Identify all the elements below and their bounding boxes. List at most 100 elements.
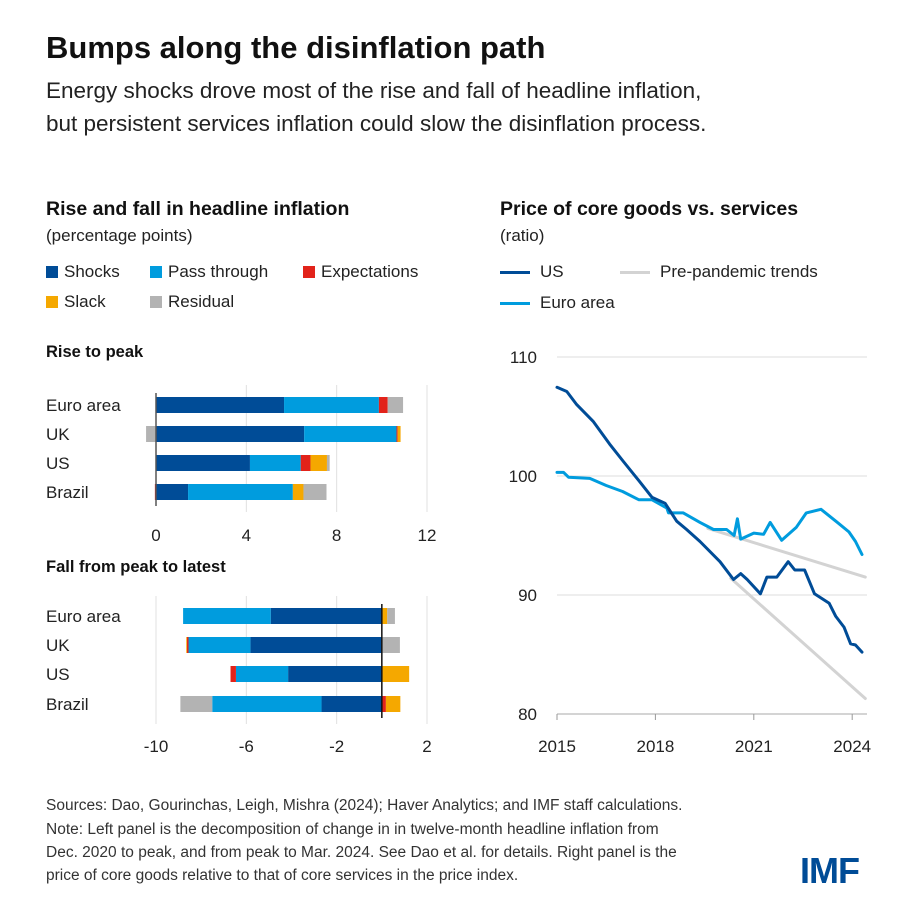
bar-segment-shocks (321, 696, 382, 712)
page-title: Bumps along the disinflation path (46, 30, 546, 65)
bar-segment-shocks (156, 455, 250, 471)
legend-label: Shocks (64, 262, 120, 281)
subtitle-line-2: but persistent services inflation could … (46, 111, 707, 136)
legend-label: Slack (64, 292, 106, 311)
imf-logo: IMF (800, 850, 860, 891)
legend-label: Expectations (321, 262, 419, 281)
legend-line (500, 301, 530, 305)
x-tick-label: -6 (239, 737, 254, 756)
bar-segment-expectations (381, 696, 386, 712)
right-panel-title: Price of core goods vs. services (500, 198, 799, 220)
bar-segment-slack (292, 484, 304, 500)
category-label: UK (46, 636, 70, 655)
legend-label: Euro area (540, 293, 615, 312)
left-panel-title: Rise and fall in headline inflation (46, 198, 350, 220)
x-tick-label: 2015 (538, 737, 576, 756)
right-panel-unit: (ratio) (500, 226, 545, 245)
x-tick-label: -10 (144, 737, 169, 756)
bar-segment-shocks (156, 426, 305, 442)
legend-residual: Residual (150, 292, 234, 312)
series-line-pre-pandemic-trends-us (729, 576, 867, 700)
bar-segment-slack (381, 608, 388, 624)
x-tick-label: -2 (329, 737, 344, 756)
legend-shocks: Shocks (46, 262, 120, 282)
bar-segment-shocks (156, 397, 285, 413)
bar-segment-pass-through (188, 484, 293, 500)
bar-segment-residual (387, 608, 395, 624)
bar-segment-residual (146, 426, 156, 442)
y-tick-label: 90 (518, 586, 537, 605)
bar-segment-slack (310, 455, 327, 471)
bar-segment-pass-through (249, 455, 301, 471)
y-tick-label: 80 (518, 705, 537, 724)
x-tick-label: 0 (151, 526, 160, 545)
bar-segment-pass-through (183, 608, 271, 624)
footer-note-1: Note: Left panel is the decomposition of… (46, 821, 659, 838)
legend-swatch (46, 266, 58, 278)
category-label: Brazil (46, 483, 89, 502)
x-tick-label: 2018 (636, 737, 674, 756)
category-label: UK (46, 425, 70, 444)
series-line-us (555, 385, 864, 654)
bar-segment-residual (326, 455, 330, 471)
x-tick-label: 2021 (735, 737, 773, 756)
y-tick-label: 100 (509, 467, 537, 486)
category-label: US (46, 454, 70, 473)
x-tick-label: 2024 (833, 737, 871, 756)
bar-segment-pass-through (188, 637, 251, 653)
legend-us: US (500, 262, 564, 282)
left-panel-unit: (percentage points) (46, 226, 193, 245)
legend-label: Residual (168, 292, 235, 311)
legend-slack: Slack (46, 292, 106, 312)
bar-segment-expectations (186, 637, 189, 653)
bar-segment-expectations (396, 426, 398, 442)
legend-label: US (540, 262, 564, 281)
x-tick-label: 2 (422, 737, 431, 756)
x-tick-label: 8 (332, 526, 341, 545)
y-tick-label: 110 (510, 348, 537, 367)
x-tick-label: 12 (418, 526, 437, 545)
footer-note-2: Dec. 2020 to peak, and from peak to Mar.… (46, 844, 677, 861)
bar-segment-pass-through (304, 426, 397, 442)
bar-segment-residual (387, 397, 404, 413)
bar-segment-shocks (156, 484, 189, 500)
bar-segment-slack (397, 426, 401, 442)
legend-swatch (303, 266, 315, 278)
bar-segment-pass-through (212, 696, 322, 712)
category-label: Brazil (46, 695, 89, 714)
rise-chart-title: Rise to peak (46, 343, 144, 361)
legend-line (620, 270, 650, 274)
series-line-euro-area (555, 470, 864, 556)
legend-pre-pandemic-trends: Pre-pandemic trends (620, 262, 818, 282)
category-label: Euro area (46, 396, 121, 415)
subtitle-line-1: Energy shocks drove most of the rise and… (46, 78, 702, 103)
legend-pass-through: Pass through (150, 262, 268, 282)
footer-sources: Sources: Dao, Gourinchas, Leigh, Mishra … (46, 797, 683, 814)
bar-segment-residual (381, 637, 400, 653)
category-label: US (46, 665, 70, 684)
legend-label: Pre-pandemic trends (660, 262, 818, 281)
legend-swatch (150, 296, 162, 308)
category-label: Euro area (46, 607, 121, 626)
bar-segment-pass-through (235, 666, 289, 682)
legend-swatch (46, 296, 58, 308)
bar-segment-slack (385, 696, 401, 712)
bar-segment-residual (303, 484, 327, 500)
bar-segment-pass-through (284, 397, 379, 413)
bar-segment-residual (180, 696, 213, 712)
bar-segment-shocks (288, 666, 382, 682)
footer-note-3: price of core goods relative to that of … (46, 867, 519, 884)
bar-segment-expectations (300, 455, 311, 471)
legend-euro-area: Euro area (500, 293, 615, 313)
bar-segment-shocks (270, 608, 382, 624)
legend-label: Pass through (168, 262, 269, 281)
fall-chart-title: Fall from peak to latest (46, 558, 226, 576)
legend-expectations: Expectations (303, 262, 418, 282)
bar-segment-slack (381, 666, 410, 682)
bar-segment-shocks (250, 637, 382, 653)
bar-segment-expectations (230, 666, 236, 682)
legend-swatch (150, 266, 162, 278)
bar-segment-expectations (378, 397, 388, 413)
